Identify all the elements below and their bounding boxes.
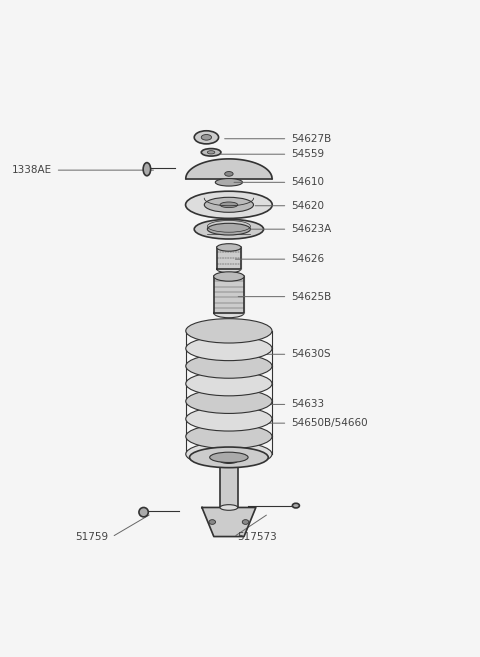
- Ellipse shape: [204, 197, 253, 212]
- Text: 1338AE: 1338AE: [12, 165, 52, 175]
- Text: 54627B: 54627B: [291, 134, 332, 144]
- Ellipse shape: [143, 163, 151, 176]
- Ellipse shape: [216, 179, 242, 186]
- Ellipse shape: [216, 265, 241, 273]
- Ellipse shape: [225, 171, 233, 176]
- Ellipse shape: [214, 272, 244, 281]
- Text: 51759: 51759: [75, 532, 108, 542]
- Ellipse shape: [214, 308, 244, 318]
- Ellipse shape: [190, 447, 268, 468]
- Ellipse shape: [186, 371, 272, 396]
- Ellipse shape: [186, 424, 272, 449]
- Ellipse shape: [209, 520, 216, 524]
- Ellipse shape: [207, 223, 251, 235]
- Ellipse shape: [242, 520, 249, 524]
- Text: 54626: 54626: [291, 254, 324, 264]
- Ellipse shape: [220, 458, 238, 463]
- Ellipse shape: [201, 148, 221, 156]
- Ellipse shape: [186, 319, 272, 343]
- Ellipse shape: [139, 507, 148, 517]
- Ellipse shape: [292, 503, 300, 508]
- Text: 54559: 54559: [291, 149, 324, 159]
- Ellipse shape: [186, 407, 272, 431]
- Ellipse shape: [216, 244, 241, 251]
- Text: 54650B/54660: 54650B/54660: [291, 418, 368, 428]
- Text: 54620: 54620: [291, 201, 324, 211]
- Ellipse shape: [194, 219, 264, 239]
- Text: 54625B: 54625B: [291, 292, 332, 302]
- Ellipse shape: [210, 452, 248, 463]
- Ellipse shape: [186, 389, 272, 413]
- Ellipse shape: [186, 336, 272, 361]
- Ellipse shape: [186, 442, 272, 466]
- Ellipse shape: [186, 354, 272, 378]
- Ellipse shape: [207, 150, 215, 154]
- Ellipse shape: [201, 135, 212, 140]
- Text: 54630S: 54630S: [291, 350, 331, 359]
- Ellipse shape: [194, 131, 218, 144]
- Polygon shape: [214, 277, 244, 313]
- Polygon shape: [216, 248, 241, 269]
- Text: 54633: 54633: [291, 399, 324, 409]
- Polygon shape: [202, 507, 256, 537]
- Text: 54610: 54610: [291, 177, 324, 187]
- Ellipse shape: [186, 191, 272, 218]
- Bar: [220, 461, 238, 507]
- Text: 54623A: 54623A: [291, 224, 332, 234]
- Bar: [225, 328, 233, 461]
- Text: 517573: 517573: [237, 532, 277, 542]
- Ellipse shape: [220, 202, 238, 208]
- Ellipse shape: [220, 505, 238, 510]
